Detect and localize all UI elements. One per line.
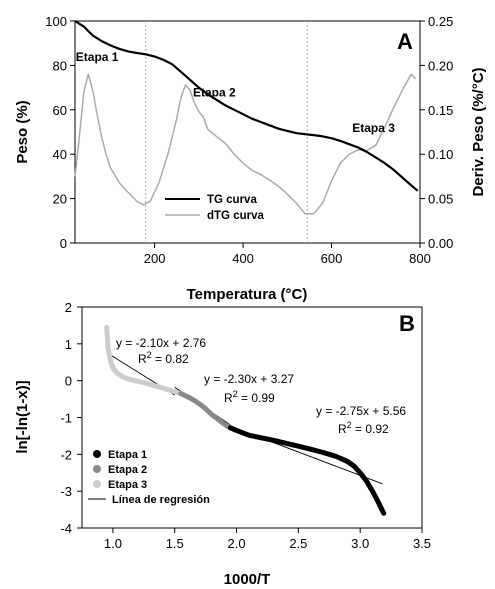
y2-tick-label: 0.10 bbox=[428, 147, 453, 162]
y2-tick-label: 0.05 bbox=[428, 192, 453, 207]
legend-label-tg: TG curva bbox=[207, 194, 257, 206]
x-tick-label: 2.5 bbox=[289, 536, 307, 551]
stage-label-etapa-2: Etapa 2 bbox=[193, 85, 236, 99]
y-tick-label: 80 bbox=[53, 58, 67, 73]
y-tick-label: -2 bbox=[60, 447, 72, 462]
regression-equation-2: y = -2.30x + 3.27 R2 = 0.99 bbox=[204, 372, 294, 405]
panel-a-plot-frame bbox=[74, 20, 421, 244]
panel-a-y-ticks: 0 20 40 60 80 100 bbox=[45, 14, 75, 251]
legend-label-dtg: dTG curva bbox=[207, 210, 264, 222]
y-tick-label: 2 bbox=[65, 300, 72, 315]
panel-a-y-axis-title: Peso (%) bbox=[14, 100, 31, 163]
panel-a-x-axis-title: Temperatura (°C) bbox=[187, 286, 308, 303]
legend-label-etapa-3: Etapa 3 bbox=[108, 479, 147, 491]
x-tick-label: 1.0 bbox=[104, 536, 122, 551]
legend-label-etapa-1: Etapa 1 bbox=[108, 449, 147, 461]
y-tick-label: -4 bbox=[60, 521, 72, 536]
y2-tick-label: 0.20 bbox=[428, 58, 453, 73]
panel-a-x-ticks: 200 400 600 800 bbox=[144, 243, 431, 266]
panel-label-a: A bbox=[397, 29, 413, 54]
equation-1-text: y = -2.10x + 2.76 bbox=[116, 336, 206, 350]
equation-3-text: y = -2.75x + 5.56 bbox=[316, 404, 406, 418]
regression-equation-1: y = -2.10x + 2.76 R2 = 0.82 bbox=[116, 336, 206, 366]
x-tick-label: 800 bbox=[409, 251, 431, 266]
legend-label-regression: Línea de regresión bbox=[112, 494, 210, 506]
regression-equation-3: y = -2.75x + 5.56 R2 = 0.92 bbox=[316, 404, 406, 436]
panel-a-legend: TG curva dTG curva bbox=[165, 194, 264, 222]
panel-b-legend: Etapa 1 Etapa 2 Etapa 3 Línea de regresi… bbox=[88, 449, 210, 506]
series-etapa-1 bbox=[227, 425, 387, 516]
y-tick-label: 20 bbox=[53, 192, 67, 207]
y-tick-label: 0 bbox=[60, 236, 67, 251]
y2-tick-label: 0.15 bbox=[428, 103, 453, 118]
y-tick-label: 40 bbox=[53, 147, 67, 162]
panel-b-kinetic-chart: 1.0 1.5 2.0 2.5 3.0 3.5 -4 -3 -2 -1 0 1 2 B y = -2.… bbox=[14, 300, 431, 588]
equation-2-text: y = -2.30x + 3.27 bbox=[204, 372, 294, 386]
panel-b-x-axis-title: 1000/T bbox=[224, 571, 271, 588]
legend-marker-etapa-2 bbox=[93, 465, 101, 473]
panel-b-y-ticks: -4 -3 -2 -1 0 1 2 bbox=[60, 300, 82, 536]
y-tick-label: -1 bbox=[60, 411, 72, 426]
panel-label-b: B bbox=[399, 311, 415, 336]
series-etapa-2 bbox=[178, 391, 233, 431]
series-dtg-curva bbox=[74, 73, 417, 215]
y-tick-label: 60 bbox=[53, 103, 67, 118]
legend-marker-etapa-1 bbox=[93, 450, 101, 458]
stage-label-etapa-3: Etapa 3 bbox=[352, 121, 395, 135]
panel-a-y2-axis-title: Deriv. Peso (%/°C) bbox=[470, 67, 487, 196]
x-tick-label: 3.0 bbox=[351, 536, 369, 551]
x-tick-label: 600 bbox=[321, 251, 343, 266]
legend-label-etapa-2: Etapa 2 bbox=[108, 464, 147, 476]
y-tick-label: 0 bbox=[65, 374, 72, 389]
y-tick-label: -3 bbox=[60, 484, 72, 499]
series-tg-curva bbox=[74, 20, 419, 192]
r2-2-text: R2 = 0.99 bbox=[224, 389, 275, 405]
stage-divider-lines bbox=[145, 21, 308, 243]
y-tick-label: 1 bbox=[65, 337, 72, 352]
panel-a-y2-ticks: 0.00 0.05 0.10 0.15 0.20 0.25 bbox=[420, 14, 453, 251]
stage-label-etapa-1: Etapa 1 bbox=[76, 50, 119, 64]
panel-b-series bbox=[104, 324, 387, 516]
series-etapa-3 bbox=[104, 324, 184, 397]
x-tick-label: 400 bbox=[232, 251, 254, 266]
panel-a-series bbox=[74, 20, 419, 215]
r2-1-text: R2 = 0.82 bbox=[138, 350, 189, 366]
panel-b-x-ticks: 1.0 1.5 2.0 2.5 3.0 3.5 bbox=[104, 528, 431, 551]
y2-tick-label: 0.00 bbox=[428, 236, 453, 251]
y-tick-label: 100 bbox=[45, 14, 67, 29]
y2-tick-label: 0.25 bbox=[428, 14, 453, 29]
legend-marker-etapa-3 bbox=[93, 480, 101, 488]
panel-b-y-axis-title: ln[-ln(1-x)] bbox=[14, 380, 31, 453]
x-tick-label: 200 bbox=[144, 251, 166, 266]
stage-labels: Etapa 1 Etapa 2 Etapa 3 bbox=[76, 50, 395, 135]
x-tick-label: 2.0 bbox=[228, 536, 246, 551]
x-tick-label: 1.5 bbox=[166, 536, 184, 551]
r2-3-text: R2 = 0.92 bbox=[338, 420, 389, 436]
x-tick-label: 3.5 bbox=[413, 536, 431, 551]
